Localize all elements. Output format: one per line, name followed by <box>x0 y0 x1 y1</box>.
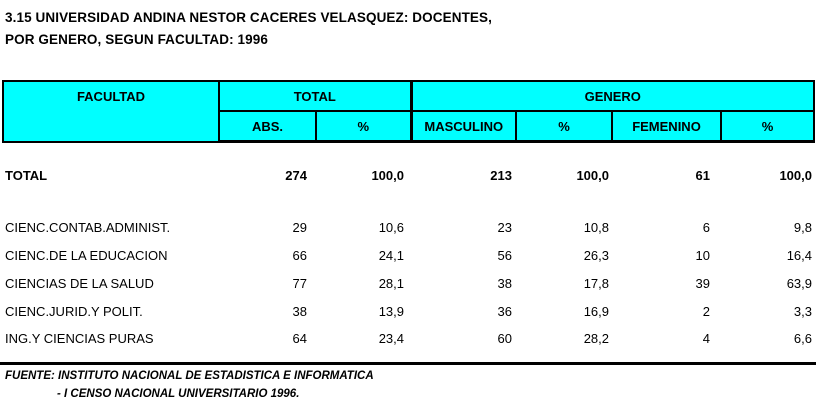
cell-femenino: 4 <box>702 331 710 346</box>
cell-femenino: 39 <box>695 276 710 291</box>
cell-masculino: 60 <box>497 331 512 346</box>
report-title-line2: POR GENERO, SEGUN FACULTAD: 1996 <box>5 32 268 47</box>
cell-femenino: 10 <box>695 248 710 263</box>
table-row-total: TOTAL 274 100,0 213 100,0 61 100,0 <box>2 168 813 184</box>
row-label: CIENC.DE LA EDUCACION <box>5 248 168 263</box>
cell-femenino-pct: 16,4 <box>786 248 812 263</box>
table-row: CIENCIAS DE LA SALUD 77 28,1 38 17,8 39 … <box>2 276 813 292</box>
header-total-pct: % <box>315 110 412 143</box>
cell-femenino: 61 <box>695 168 710 183</box>
header-femenino-pct: % <box>720 110 815 143</box>
header-femenino: FEMENINO <box>611 110 722 143</box>
cell-total-pct: 23,4 <box>378 331 404 346</box>
cell-masculino-pct: 100,0 <box>576 168 609 183</box>
cell-femenino-pct: 3,3 <box>793 304 812 319</box>
row-label: ING.Y CIENCIAS PURAS <box>5 331 154 346</box>
cell-total-pct: 10,6 <box>378 220 404 235</box>
cell-masculino: 36 <box>497 304 512 319</box>
header-abs: ABS. <box>218 110 317 143</box>
cell-femenino-pct: 100,0 <box>779 168 812 183</box>
cell-total-abs: 77 <box>292 276 307 291</box>
divider-rule <box>0 362 816 365</box>
cell-total-abs: 64 <box>292 331 307 346</box>
cell-masculino: 38 <box>497 276 512 291</box>
cell-total-pct: 28,1 <box>378 276 404 291</box>
cell-masculino-pct: 17,8 <box>583 276 609 291</box>
cell-masculino-pct: 26,3 <box>583 248 609 263</box>
cell-total-pct: 13,9 <box>378 304 404 319</box>
header-group-total: TOTAL <box>218 80 412 112</box>
header-group-genero: GENERO <box>409 80 815 112</box>
cell-masculino-pct: 10,8 <box>583 220 609 235</box>
table-row: CIENC.JURID.Y POLIT. 38 13,9 36 16,9 2 3… <box>2 304 813 320</box>
report-title-line1: 3.15 UNIVERSIDAD ANDINA NESTOR CACERES V… <box>5 10 492 25</box>
header-facultad: FACULTAD <box>2 80 220 143</box>
row-label: CIENC.CONTAB.ADMINIST. <box>5 220 171 235</box>
table-header: FACULTAD TOTAL GENERO ABS. % MASCULINO %… <box>2 80 815 143</box>
cell-total-abs: 274 <box>285 168 307 183</box>
cell-total-abs: 38 <box>292 304 307 319</box>
cell-femenino-pct: 9,8 <box>793 220 812 235</box>
cell-femenino-pct: 63,9 <box>786 276 812 291</box>
cell-masculino: 23 <box>497 220 512 235</box>
cell-masculino-pct: 28,2 <box>583 331 609 346</box>
source-line2: - I CENSO NACIONAL UNIVERSITARIO 1996. <box>57 388 300 400</box>
cell-femenino: 6 <box>702 220 710 235</box>
table-row: CIENC.DE LA EDUCACION 66 24,1 56 26,3 10… <box>2 248 813 264</box>
row-label: CIENCIAS DE LA SALUD <box>5 276 154 291</box>
cell-femenino: 2 <box>702 304 710 319</box>
table-row: ING.Y CIENCIAS PURAS 64 23,4 60 28,2 4 6… <box>2 331 813 347</box>
row-label: TOTAL <box>5 168 48 183</box>
table-row: CIENC.CONTAB.ADMINIST. 29 10,6 23 10,8 6… <box>2 220 813 236</box>
header-masculino-pct: % <box>515 110 613 143</box>
cell-femenino-pct: 6,6 <box>793 331 812 346</box>
cell-masculino: 213 <box>490 168 512 183</box>
row-label: CIENC.JURID.Y POLIT. <box>5 304 143 319</box>
cell-total-pct: 24,1 <box>378 248 404 263</box>
cell-total-pct: 100,0 <box>371 168 404 183</box>
cell-masculino: 56 <box>497 248 512 263</box>
cell-total-abs: 66 <box>292 248 307 263</box>
cell-total-abs: 29 <box>292 220 307 235</box>
source-line1: FUENTE: INSTITUTO NACIONAL DE ESTADISTIC… <box>5 370 374 382</box>
header-masculino: MASCULINO <box>409 110 517 143</box>
cell-masculino-pct: 16,9 <box>583 304 609 319</box>
